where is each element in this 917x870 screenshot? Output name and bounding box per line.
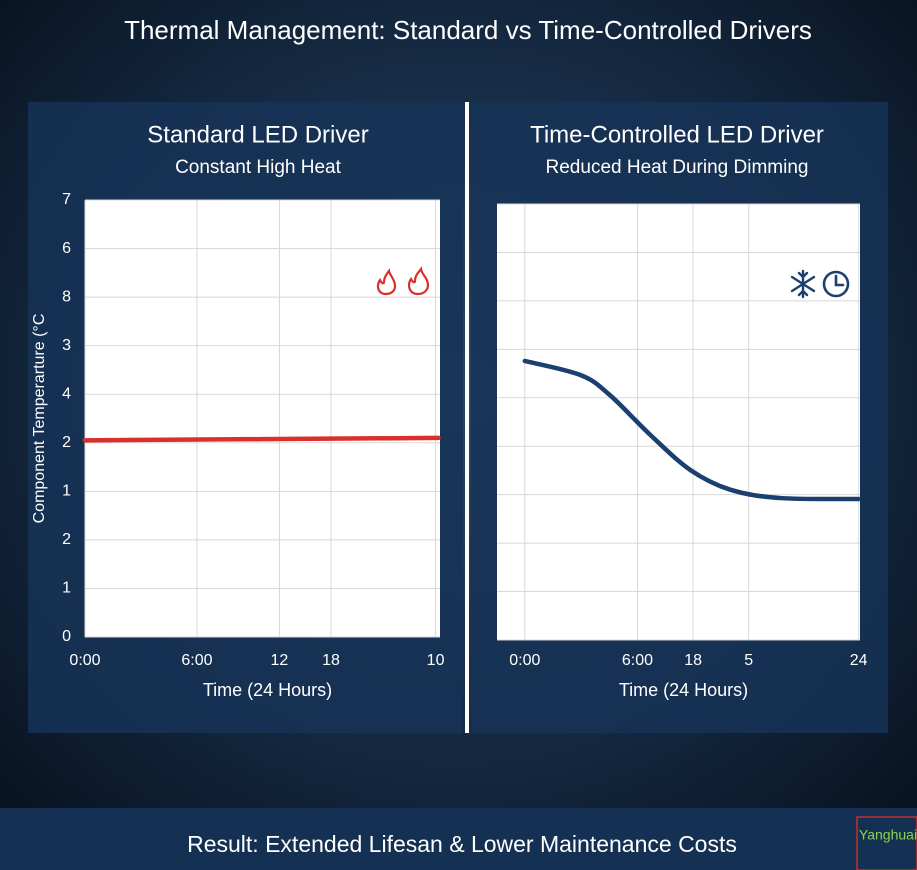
watermark-box bbox=[856, 816, 917, 870]
chart-title: Time-Controlled LED Driver bbox=[530, 121, 824, 148]
x-tick-label: 6:00 bbox=[181, 652, 212, 669]
footer-band bbox=[0, 808, 917, 870]
y-tick-label: 3 bbox=[62, 337, 71, 354]
plots: Standard LED Driver Constant High Heat Tim… bbox=[31, 121, 867, 699]
watermark: Yanghuai bbox=[859, 827, 917, 843]
plot-area bbox=[497, 204, 860, 640]
snowflake-icon bbox=[790, 269, 816, 299]
x-tick-label: 18 bbox=[684, 652, 702, 669]
plot-area bbox=[85, 200, 440, 637]
flame-icons bbox=[376, 266, 430, 296]
flame-icon bbox=[376, 268, 397, 296]
y-tick-label: 8 bbox=[62, 288, 71, 305]
data-line bbox=[522, 358, 861, 502]
y-tick-label: 6 bbox=[62, 240, 71, 257]
flame-icon bbox=[407, 266, 430, 296]
x-tick-label: 0:00 bbox=[509, 652, 540, 669]
chart-title: Standard LED Driver bbox=[147, 121, 368, 148]
x-tick-label: 18 bbox=[322, 652, 340, 669]
y-tick-label: 7 bbox=[62, 191, 71, 208]
chart-subtitle: Reduced Heat During Dimming bbox=[546, 157, 809, 178]
divider bbox=[465, 102, 469, 733]
data-line bbox=[82, 435, 441, 443]
x-tick-label: 0:00 bbox=[69, 652, 100, 669]
x-tick-label: 5 bbox=[744, 652, 753, 669]
y-tick-label: 4 bbox=[62, 385, 71, 402]
x-axis-label: Time (24 Hours) bbox=[619, 680, 748, 700]
page-title: Thermal Management: Standard vs Time-Con… bbox=[124, 15, 812, 45]
chart-subtitle: Constant High Heat bbox=[175, 157, 342, 178]
y-tick-label: 2 bbox=[62, 531, 71, 548]
y-tick-label: 1 bbox=[62, 580, 71, 597]
y-tick-label: 2 bbox=[62, 434, 71, 451]
y-tick-label: 1 bbox=[62, 483, 71, 500]
y-tick-label: 0 bbox=[62, 628, 71, 645]
y-axis-label: Component Temperarture (°C bbox=[31, 314, 48, 524]
x-tick-label: 24 bbox=[850, 652, 868, 669]
footer-text: Result: Extended Lifesan & Lower Mainten… bbox=[187, 831, 737, 857]
x-axis-label: Time (24 Hours) bbox=[203, 680, 332, 700]
clock-icon bbox=[822, 270, 850, 298]
x-tick-label: 12 bbox=[271, 652, 289, 669]
x-tick-label: 10 bbox=[427, 652, 445, 669]
x-tick-label: 6:00 bbox=[622, 652, 653, 669]
